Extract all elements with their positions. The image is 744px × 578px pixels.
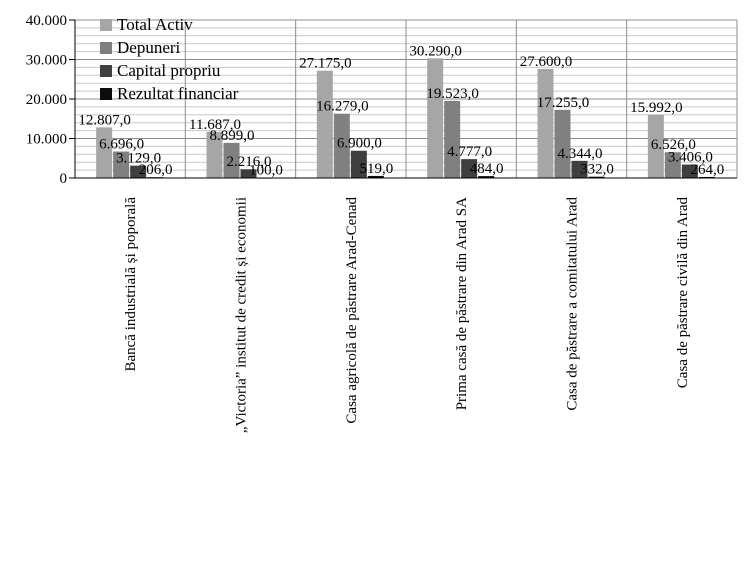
- data-label: 4.344,0: [558, 146, 603, 162]
- category-label: Casa agricolă de păstrare Arad-Cenad: [344, 197, 360, 424]
- y-tick-labels: 0 10.000 20.000 30.000 40.000: [26, 13, 67, 187]
- legend-swatch: [100, 65, 112, 77]
- data-label: 332,0: [580, 162, 614, 178]
- data-label: 15.992,0: [630, 100, 683, 116]
- bar-total-activ: [537, 68, 554, 178]
- legend: Total Activ Depuneri Capital propriu Rezult…: [100, 15, 239, 103]
- category-label: Prima casă de păstrare din Arad SA: [454, 197, 470, 410]
- y-tick-label: 0: [60, 171, 68, 187]
- bar-total-activ: [427, 58, 444, 178]
- legend-swatch: [100, 88, 112, 100]
- data-label: 8.899,0: [210, 128, 255, 144]
- bar-total-activ: [316, 70, 333, 178]
- data-label: 27.600,0: [520, 54, 573, 70]
- category-labels: Bancă industrială și poporală „Victoria” …: [123, 197, 691, 434]
- bar-capital-propriu: [681, 164, 698, 178]
- data-label: 27.175,0: [299, 56, 352, 72]
- y-tick-label: 20.000: [26, 92, 67, 108]
- data-label: 6.900,0: [337, 136, 382, 152]
- legend-label: Capital propriu: [117, 61, 221, 80]
- data-label: 11.687,0: [189, 117, 241, 133]
- data-label: 6.696,0: [99, 137, 144, 153]
- bar-rezultat-financiar: [478, 176, 495, 178]
- data-label: 17.255,0: [537, 95, 590, 111]
- axes: [69, 19, 737, 179]
- data-label: 19.523,0: [426, 86, 479, 102]
- category-label: „Victoria” institut de credit și economi…: [234, 197, 250, 433]
- bar-total-activ: [206, 131, 223, 178]
- bar-total-activ: [96, 127, 113, 178]
- data-label: 6.526,0: [651, 137, 696, 153]
- bar-depuneri: [664, 152, 681, 178]
- data-label: 3.129,0: [116, 151, 161, 167]
- y-tick-label: 40.000: [26, 13, 67, 29]
- bar-depuneri: [223, 142, 240, 178]
- bar-rezultat-financiar: [698, 176, 715, 178]
- bar-rezultat-financiar: [367, 175, 384, 178]
- bar-capital-propriu: [130, 165, 147, 178]
- bar-depuneri: [554, 109, 571, 178]
- data-label: 484,0: [470, 161, 504, 177]
- bar-capital-propriu: [240, 169, 257, 178]
- bar-depuneri: [333, 113, 350, 178]
- data-label: 519,0: [359, 161, 393, 177]
- category-label: Bancă industrială și poporală: [123, 197, 139, 372]
- bar-capital-propriu: [350, 150, 367, 178]
- data-label: 30.290,0: [409, 43, 462, 59]
- bar-rezultat-financiar: [588, 176, 605, 178]
- data-label: 4.777,0: [447, 144, 492, 160]
- gridlines: [74, 19, 738, 179]
- category-label: Casa de păstrare a comitatului Arad: [565, 197, 581, 411]
- data-label: 206,0: [139, 162, 173, 178]
- bars: [96, 58, 715, 179]
- bar-capital-propriu: [571, 160, 588, 178]
- data-label: 100,0: [249, 163, 283, 179]
- category-label: Casa de păstrare civilă din Arad: [675, 197, 691, 389]
- data-label: 12.807,0: [78, 112, 131, 128]
- legend-label: Total Activ: [117, 15, 193, 34]
- legend-swatch: [100, 19, 112, 31]
- bar-total-activ: [647, 114, 664, 178]
- legend-swatch: [100, 42, 112, 54]
- bar-depuneri: [113, 151, 130, 178]
- bar-capital-propriu: [461, 159, 478, 178]
- data-label: 264,0: [690, 162, 724, 178]
- bar-depuneri: [444, 100, 461, 178]
- y-tick-label: 10.000: [26, 132, 67, 148]
- data-label: 3.406,0: [668, 150, 713, 166]
- legend-label: Depuneri: [117, 38, 181, 57]
- data-label: 2.216,0: [227, 154, 272, 170]
- legend-label: Rezultat financiar: [117, 84, 239, 103]
- data-label: 16.279,0: [316, 99, 369, 115]
- y-tick-label: 30.000: [26, 53, 67, 69]
